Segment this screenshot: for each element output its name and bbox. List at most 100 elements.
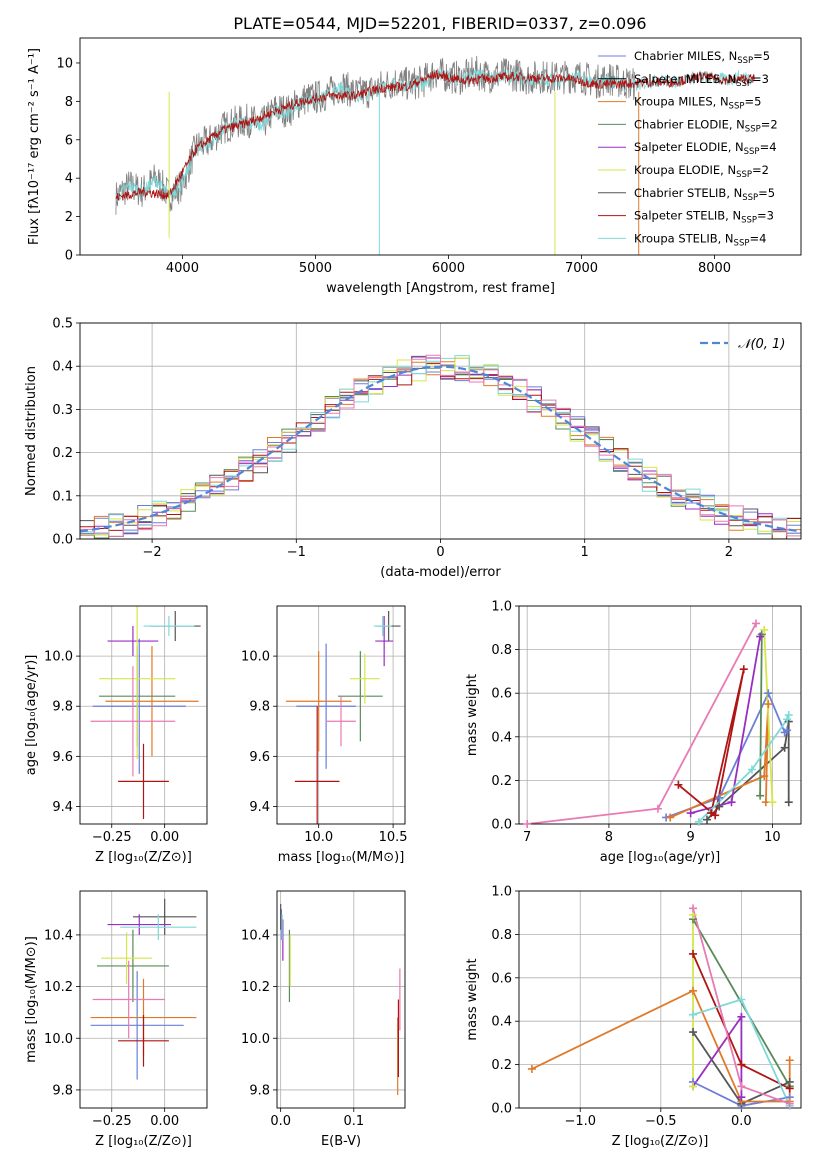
y-tick-label: 0.5 (52, 317, 73, 332)
weight-marker (783, 715, 792, 724)
axes-frame (518, 605, 802, 825)
y-tick-label: 2 (65, 210, 73, 225)
legend-label: Chabrier MILES, NSSP=5 (634, 49, 770, 66)
plot-area (80, 354, 801, 539)
legend-label: Kroupa ELODIE, NSSP=2 (634, 163, 769, 180)
y-tick-label: 10.4 (241, 928, 270, 943)
y-tick-label: 0.0 (491, 818, 512, 833)
weight-marker (689, 949, 698, 958)
weight-marker (785, 1099, 794, 1108)
weight-marker (737, 1093, 746, 1102)
y-axis-label: Normed distribution (24, 366, 39, 496)
panel-spectrum: 4000 5000 6000 7000 8000 0 2 4 6 8 10 wavelength [A… (27, 37, 802, 296)
x-tick-label: 7000 (565, 261, 598, 276)
x-tick-label: 0.00 (150, 1114, 179, 1129)
y-tick-label: 9.6 (52, 750, 73, 765)
y-axis-label: mass weight (465, 674, 480, 756)
x-tick-label: −2 (143, 545, 162, 560)
weight-marker (711, 811, 720, 820)
y-tick-label: 10.0 (44, 650, 73, 665)
axes-frame (79, 605, 208, 825)
x-axis-label: (data-model)/error (380, 565, 501, 580)
series-line-data (115, 55, 636, 215)
x-tick-label: −0.5 (645, 1114, 677, 1129)
y-tick-label: 10.2 (241, 980, 270, 995)
y-tick-label: 0.6 (491, 687, 512, 702)
plot-area (90, 606, 201, 819)
y-tick-label: 9.8 (52, 1083, 73, 1098)
legend-label: Salpeter MILES, NSSP=3 (634, 72, 769, 89)
series-line-salpeter-stelib (115, 69, 755, 201)
axes-frame (276, 605, 406, 825)
series-line-kroupa-stelib (115, 68, 755, 202)
weight-marker (715, 793, 724, 802)
y-tick-label: 0.2 (52, 446, 73, 461)
y-tick-label: 0.0 (491, 1102, 512, 1117)
weight-marker (666, 813, 675, 822)
plot-area (90, 898, 197, 1080)
x-tick-label: 8 (605, 830, 613, 845)
weight-marker (747, 765, 756, 774)
weight-marker (764, 700, 773, 709)
y-tick-label: 1.0 (491, 885, 512, 900)
x-tick-label: −0.25 (92, 1114, 132, 1129)
y-tick-label: 9.4 (249, 800, 270, 815)
weight-marker (715, 802, 724, 811)
x-tick-label: 5000 (299, 261, 332, 276)
gaussian-curve (80, 365, 801, 533)
weight-marker (739, 665, 748, 674)
weight-marker (737, 1060, 746, 1069)
y-axis-label: age [log₁₀(age/yr)] (24, 655, 39, 776)
x-axis-label: wavelength [Angstrom, rest frame] (326, 281, 555, 296)
plot-area (115, 55, 755, 255)
weight-marker (674, 780, 683, 789)
weight-marker (780, 743, 789, 752)
x-tick-label: 0.00 (150, 830, 179, 845)
x-tick-label: 2 (725, 545, 733, 560)
weight-marker (689, 986, 698, 995)
weight-marker (737, 1012, 746, 1021)
x-axis-label: Z [log₁₀(Z/Z⊙)] (95, 850, 192, 865)
y-tick-label: 0.8 (491, 643, 512, 658)
weight-marker (527, 1064, 536, 1073)
weight-line-salpeter-stelib (677, 669, 745, 817)
x-tick-label: 0.1 (343, 1114, 364, 1129)
y-tick-label: 0.8 (491, 928, 512, 943)
y-tick-label: 0.2 (491, 1058, 512, 1073)
x-tick-label: 4000 (166, 261, 199, 276)
weight-marker (689, 904, 698, 913)
legend-label: 𝒩(0, 1) (738, 337, 785, 352)
y-tick-label: 10 (56, 56, 73, 71)
y-tick-label: 9.6 (249, 750, 270, 765)
weight-marker (760, 772, 769, 781)
y-tick-label: 9.8 (249, 1083, 270, 1098)
x-axis-label: Z [log₁₀(Z/Z⊙)] (95, 1134, 192, 1149)
weight-marker (756, 632, 765, 641)
weight-line-kroupa-elodie (763, 629, 774, 803)
x-tick-label: −1.0 (564, 1114, 596, 1129)
weight-marker (689, 1082, 698, 1091)
x-tick-label: 7 (523, 830, 531, 845)
weight-marker (783, 726, 792, 735)
axes-frame (79, 890, 208, 1109)
weight-line-chabrier-elodie (759, 634, 763, 796)
weight-marker (784, 711, 793, 719)
weight-marker (653, 804, 662, 813)
y-tick-label: 10.0 (241, 1032, 270, 1047)
x-axis-label: mass [log₁₀(M/M⊙)] (278, 850, 405, 865)
x-tick-label: 1 (581, 545, 589, 560)
x-tick-label: 0 (436, 545, 444, 560)
y-tick-label: 10.0 (241, 650, 270, 665)
x-tick-label: 8000 (698, 261, 731, 276)
legend-label: Chabrier STELIB, NSSP=5 (634, 186, 775, 203)
weight-marker (707, 809, 716, 818)
y-tick-label: 1.0 (491, 600, 512, 615)
y-tick-label: 10.2 (44, 980, 73, 995)
weight-marker (703, 815, 711, 824)
y-tick-label: 10.4 (44, 928, 73, 943)
x-axis-label: E(B-V) (321, 1134, 361, 1149)
axes-frame (79, 37, 802, 256)
weight-line-kroupa-miles (669, 704, 770, 819)
axes-frame (276, 890, 406, 1109)
weight-marker (737, 995, 746, 1004)
